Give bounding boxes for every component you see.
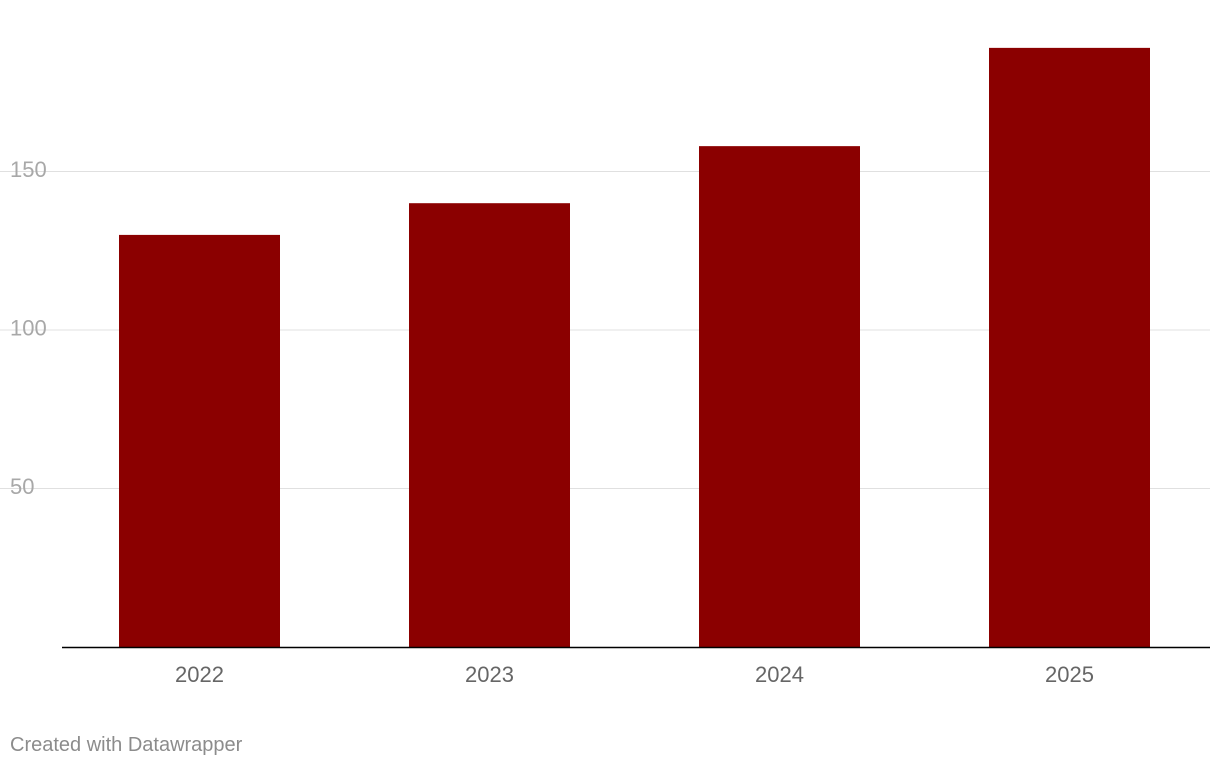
bars xyxy=(119,47,1150,648)
bar-2022[interactable] xyxy=(119,234,280,647)
y-tick-label: 100 xyxy=(10,315,47,340)
bar-2024[interactable] xyxy=(699,146,860,647)
bar-2023[interactable] xyxy=(409,203,570,647)
x-tick-label: 2025 xyxy=(1045,662,1094,687)
y-tick-label: 50 xyxy=(10,474,34,499)
x-tick-label: 2023 xyxy=(465,662,514,687)
credit-text: Created with Datawrapper xyxy=(10,734,243,756)
bar-2025[interactable] xyxy=(989,47,1150,648)
y-tick-label: 150 xyxy=(10,157,47,182)
axes: 2022 2023 2024 2025 xyxy=(62,646,1210,687)
x-tick-label: 2022 xyxy=(175,662,224,687)
x-tick-label: 2024 xyxy=(755,662,804,687)
bar-chart: 50 100 150 2022 2023 2024 2025 xyxy=(0,47,1210,687)
